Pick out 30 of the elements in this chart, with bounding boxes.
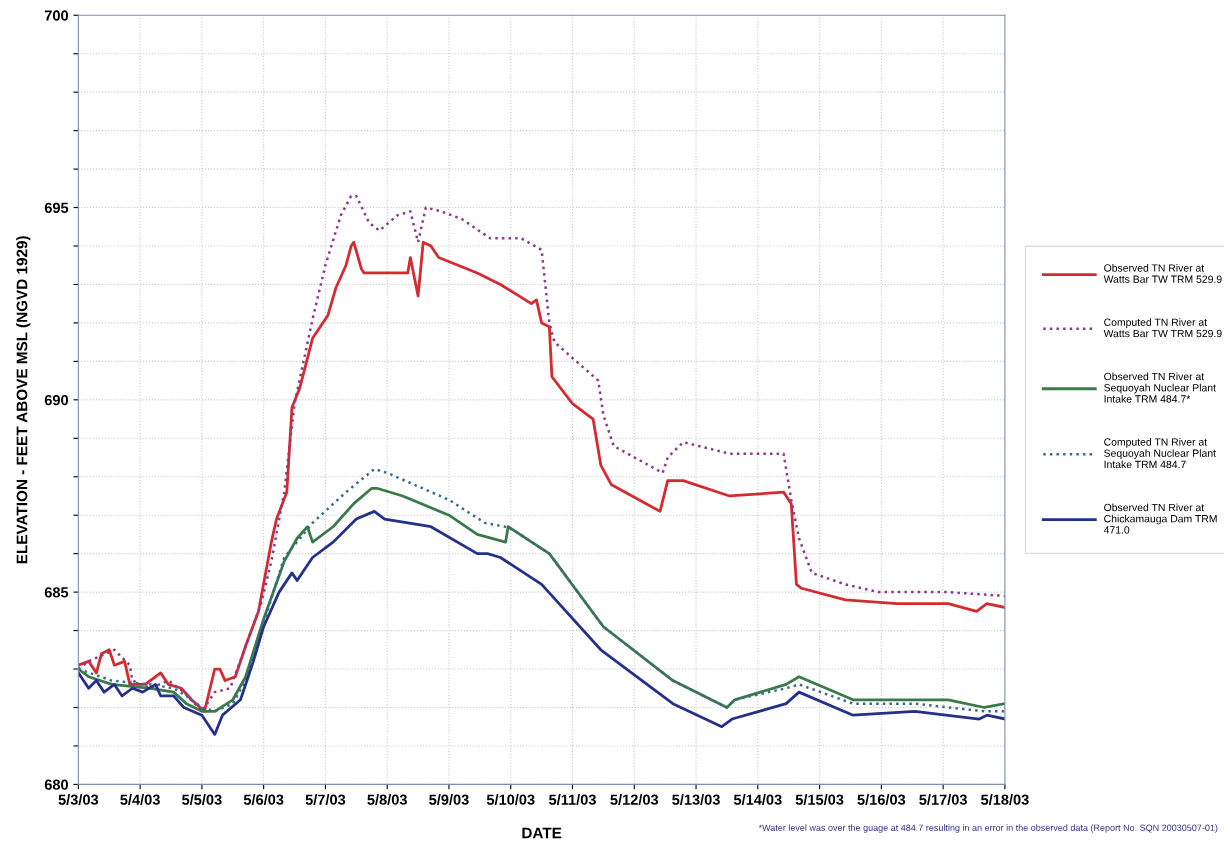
legend-label: Observed TN River at Watts Bar TW TRM 529.9	[1103, 264, 1222, 283]
x-tick-label: 5/13/03	[672, 794, 720, 805]
x-tick-label: 5/4/03	[120, 794, 160, 805]
x-tick-label: 5/14/03	[733, 794, 782, 805]
y-tick-label: 685	[44, 587, 69, 598]
x-tick-label: 5/6/03	[243, 794, 284, 805]
x-tick-label: 5/11/03	[549, 794, 596, 805]
y-tick-label: 680	[44, 779, 69, 790]
x-axis-title: DATE	[522, 827, 562, 839]
x-tick-label: 5/7/03	[305, 794, 346, 805]
x-tick-label: 5/15/03	[795, 794, 844, 805]
y-tick-label: 690	[44, 394, 69, 406]
legend-label: Computed TN River at Sequoyah Nuclear Plant Intake TRM 484.7	[1104, 438, 1216, 469]
legend-label: Computed TN River at Watts Bar TW TRM 529.9	[1103, 318, 1222, 338]
y-tick-label: 695	[44, 202, 69, 213]
x-tick-label: 5/12/03	[610, 794, 659, 805]
x-tick-label: 5/18/03	[981, 794, 1029, 805]
x-tick-label: 5/3/03	[58, 794, 99, 805]
line-series	[78, 509, 1005, 736]
y-tick-label: 700	[44, 10, 69, 21]
x-tick-label: 5/10/03	[486, 794, 535, 805]
x-tick-label: 5/5/03	[182, 794, 222, 805]
x-tick-label: 5/8/03	[367, 794, 407, 805]
y-axis-title: ELEVATION - FEET ABOVE MSL (NGVD 1929)	[16, 236, 31, 564]
legend-label: Observed TN River at Sequoyah Nuclear Plant Intake TRM 484.7*	[1104, 372, 1216, 403]
x-tick-label: 5/16/03	[857, 794, 906, 805]
x-tick-label: 5/17/03	[919, 794, 967, 805]
text: *Water level was over the guage at 484.7 resulting in an error in the observed data (Report No. SQN 20030507-01)	[758, 824, 1218, 833]
legend-label: Observed TN River at Chickamauga Dam TRM 471.0	[1103, 503, 1217, 534]
x-tick-label: 5/9/03	[429, 794, 469, 805]
